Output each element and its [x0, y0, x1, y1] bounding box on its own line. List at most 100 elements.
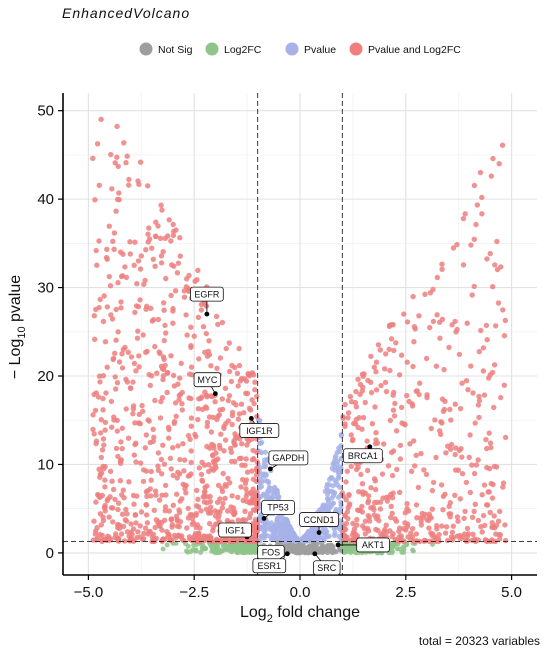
data-point — [336, 445, 342, 451]
data-point — [450, 245, 457, 251]
data-point — [344, 509, 351, 515]
data-point — [350, 520, 356, 527]
data-point — [228, 504, 234, 510]
data-point — [141, 530, 147, 537]
data-point — [258, 450, 265, 456]
data-point — [104, 256, 110, 262]
data-point — [406, 398, 412, 405]
data-point — [115, 163, 121, 170]
data-point — [397, 489, 403, 495]
data-point — [214, 365, 220, 371]
data-point — [208, 363, 214, 369]
data-point — [391, 347, 397, 354]
data-point — [215, 456, 221, 462]
data-point — [163, 330, 169, 336]
data-point — [106, 273, 113, 280]
data-point — [284, 517, 290, 524]
data-point — [119, 445, 125, 452]
data-point — [386, 346, 392, 352]
data-point — [193, 512, 199, 519]
data-point — [392, 516, 398, 522]
y-tick-label: 10 — [37, 456, 54, 473]
gene-label: AKT1 — [335, 537, 390, 553]
data-point — [181, 288, 187, 294]
data-point — [344, 468, 350, 474]
data-point — [266, 484, 272, 490]
data-point — [377, 347, 383, 353]
data-point — [175, 443, 181, 449]
data-point — [137, 523, 143, 529]
data-point — [113, 445, 120, 452]
data-point — [346, 492, 352, 498]
data-point — [225, 475, 231, 482]
data-point — [250, 447, 256, 454]
gene-marker — [267, 466, 273, 472]
data-point — [188, 364, 195, 370]
data-point — [254, 472, 260, 478]
data-point — [385, 463, 392, 469]
data-point — [342, 423, 348, 430]
data-point — [490, 155, 496, 162]
gene-label-text: MYC — [197, 375, 218, 385]
data-point — [196, 356, 202, 362]
data-point — [414, 515, 420, 521]
data-point — [470, 390, 476, 396]
data-point — [229, 493, 235, 499]
data-point — [486, 465, 493, 472]
data-point — [467, 432, 473, 438]
data-point — [198, 307, 205, 313]
data-point — [340, 528, 346, 535]
data-point — [112, 496, 118, 503]
data-point — [200, 324, 207, 330]
data-point — [150, 426, 156, 432]
data-point — [345, 410, 352, 416]
data-point — [195, 416, 201, 423]
data-point — [276, 524, 282, 530]
data-point — [118, 249, 124, 255]
data-point — [401, 311, 407, 317]
data-point — [136, 353, 142, 359]
gene-marker — [261, 515, 267, 521]
data-point — [191, 333, 197, 339]
data-point — [186, 371, 193, 377]
data-point — [484, 337, 490, 343]
data-point — [161, 337, 167, 344]
data-point — [348, 550, 354, 555]
data-point — [206, 414, 213, 420]
data-point — [410, 363, 416, 370]
data-point — [274, 488, 280, 494]
y-axis-title: − Log10 pvalue — [7, 275, 28, 379]
data-point — [109, 316, 116, 322]
data-point — [115, 506, 121, 513]
data-point — [428, 425, 434, 432]
data-point — [203, 330, 209, 337]
data-point — [162, 508, 168, 514]
data-point — [143, 502, 150, 508]
data-point — [182, 482, 188, 489]
data-point — [468, 363, 474, 369]
data-point — [433, 363, 440, 369]
data-point — [386, 323, 393, 329]
data-point — [439, 266, 445, 272]
data-point — [137, 297, 143, 303]
data-point — [459, 380, 465, 386]
data-point — [487, 440, 494, 446]
data-point — [457, 496, 463, 502]
data-point — [491, 404, 497, 411]
data-point — [334, 482, 340, 488]
data-point — [136, 364, 142, 370]
data-point — [459, 454, 465, 460]
gene-label: TP53 — [261, 499, 295, 521]
data-point — [188, 415, 195, 421]
data-point — [426, 538, 433, 545]
data-point — [397, 442, 404, 449]
data-point — [254, 505, 260, 511]
data-point — [443, 450, 449, 456]
data-point — [153, 492, 159, 498]
data-point — [360, 414, 367, 421]
data-point — [404, 542, 410, 548]
data-point — [91, 518, 97, 524]
data-point — [244, 469, 251, 475]
data-point — [502, 317, 508, 324]
